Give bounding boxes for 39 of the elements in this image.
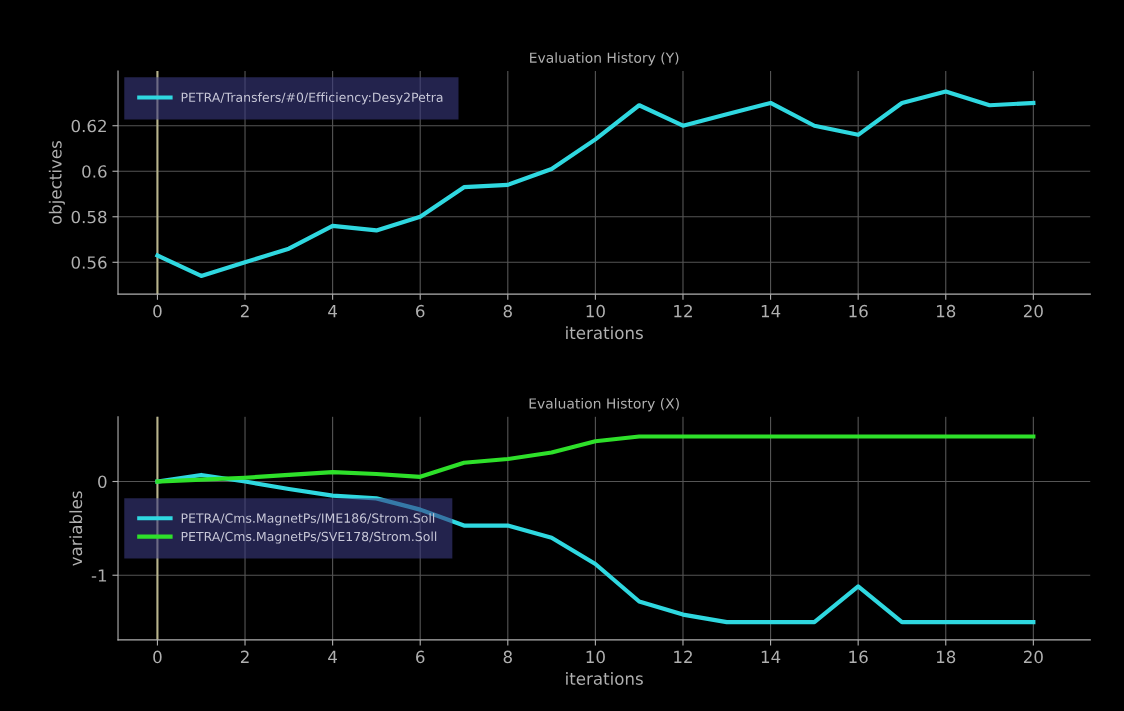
y-tick-label: 0.58	[71, 210, 107, 224]
x-axis-title: iterations	[566, 672, 643, 685]
x-tick-label: 0	[153, 304, 162, 318]
x-tick-label: 20	[1023, 650, 1043, 664]
x-tick-label: 18	[936, 650, 956, 664]
x-tick-label: 6	[416, 650, 425, 664]
chart-title: Evaluation History (Y)	[530, 52, 679, 66]
legend-label: PETRA/Cms.MagnetPs/IME186/Strom.Soll	[181, 513, 435, 526]
x-axis-title: iterations	[566, 326, 643, 340]
x-tick-label: 10	[586, 304, 605, 318]
x-tick-label: 4	[328, 650, 337, 663]
y-tick-label: 0.62	[71, 119, 106, 133]
legend-label: PETRA/Cms.MagnetPs/SVE178/Strom.Soll	[181, 531, 437, 544]
x-tick-label: 0	[153, 650, 162, 664]
x-tick-label: 2	[240, 650, 249, 663]
x-tick-label: 12	[674, 304, 692, 318]
y-tick-label: -1	[91, 569, 107, 582]
y-tick-label: 0.56	[71, 256, 107, 269]
y-axis-title: objectives	[48, 141, 65, 225]
x-tick-label: 16	[849, 304, 868, 318]
x-tick-label: 14	[761, 650, 781, 663]
y-tick-label: 0	[98, 475, 107, 489]
y-tick-label: 0.6	[82, 165, 107, 178]
chart-title: Evaluation History (X)	[529, 397, 679, 412]
x-tick-label: 10	[586, 650, 605, 664]
x-tick-label: 12	[674, 650, 692, 663]
x-tick-label: 18	[936, 304, 956, 318]
line-series	[155, 434, 1036, 484]
x-tick-label: 8	[503, 650, 512, 664]
legend-label: PETRA/Transfers/#0/Efficiency:Desy2Petra	[181, 92, 443, 105]
x-tick-label: 16	[849, 650, 868, 664]
y-axis-title: variables	[69, 491, 83, 566]
x-tick-label: 8	[503, 304, 512, 318]
x-tick-label: 2	[240, 304, 249, 318]
x-tick-label: 6	[416, 304, 425, 318]
x-tick-label: 14	[761, 305, 781, 318]
x-tick-label: 20	[1023, 304, 1043, 318]
line-series	[155, 89, 1036, 279]
x-tick-label: 4	[328, 305, 337, 318]
